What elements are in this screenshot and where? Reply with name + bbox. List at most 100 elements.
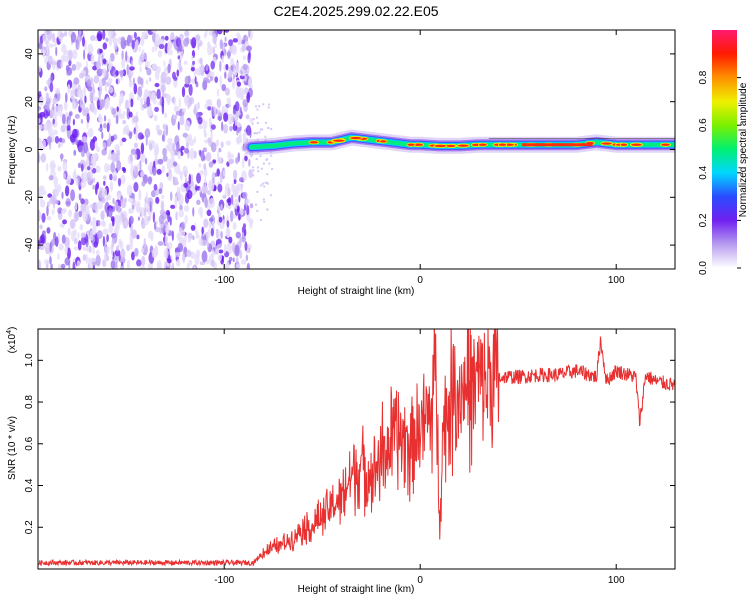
spectrogram-noise-cell <box>143 207 147 218</box>
spectrogram-noise-cell <box>176 141 180 152</box>
spectrogram-noise-dot <box>264 181 267 184</box>
spectrogram-noise-cell <box>101 220 106 226</box>
spectrogram-noise-cell <box>243 228 247 237</box>
spectrogram-noise-cell <box>70 189 76 202</box>
spectrogram-noise-cell <box>89 90 94 103</box>
spectrogram-noise-cell <box>57 253 60 260</box>
spectrogram-noise-cell <box>60 43 67 53</box>
spectrogram-noise-cell <box>54 236 59 247</box>
spectrogram-noise-cell <box>249 219 253 229</box>
spectrogram-noise-cell <box>247 78 252 87</box>
spectrogram-noise-cell <box>167 258 172 264</box>
spectrogram-noise-cell <box>126 184 133 197</box>
spectrogram-noise-cell <box>162 86 165 98</box>
spectrogram-noise-cell <box>240 207 244 216</box>
spectrogram-noise-cell <box>178 97 181 110</box>
spectrogram-noise-cell <box>238 238 242 249</box>
spectrogram-noise-cell <box>236 205 240 213</box>
spectrogram-panel: -100 0 100 40 20 0 -20 -40 Height of straight … <box>7 29 676 297</box>
spectrogram-noise-cell <box>67 227 71 236</box>
spectrogram-noise-cell <box>128 111 133 118</box>
spectrogram-noise-cell <box>199 64 205 76</box>
spectrogram-noise-cell <box>179 116 185 126</box>
spectrogram-x-tick-label: 0 <box>417 275 423 286</box>
spectrogram-noise-cell <box>186 249 192 258</box>
spectrogram-noise-dot <box>255 105 258 108</box>
spectrogram-noise-cell <box>154 69 160 81</box>
spectrogram-noise-cell <box>176 259 181 267</box>
spectrogram-noise-cell <box>166 158 172 171</box>
spectrogram-peak <box>379 139 388 144</box>
spectrogram-noise-cell <box>70 32 77 43</box>
spectrogram-noise-dot <box>259 219 262 222</box>
spectrogram-noise-cell <box>95 60 102 70</box>
spectrogram-noise-cell <box>202 119 206 127</box>
spectrogram-noise-cell <box>133 127 137 135</box>
spectrogram-noise-cell <box>89 103 92 112</box>
spectrogram-noise-cell <box>117 36 122 45</box>
spectrogram-noise-dot <box>270 154 273 157</box>
spectrogram-noise-cell <box>180 145 185 151</box>
spectrogram-noise-cell <box>235 157 239 165</box>
spectrogram-noise-cell <box>196 172 202 184</box>
spectrogram-peak <box>308 140 320 145</box>
spectrogram-noise-cell <box>225 63 229 71</box>
spectrogram-noise-cell <box>92 177 96 184</box>
spectrogram-noise-cell <box>147 262 152 269</box>
spectrogram-noise-cell <box>212 33 218 45</box>
spectrogram-noise-cell <box>53 176 59 188</box>
spectrogram-noise-cell <box>212 159 217 164</box>
spectrogram-noise-cell <box>99 220 103 226</box>
spectrogram-noise-cell <box>188 83 193 96</box>
spectrogram-noise-cell <box>145 191 148 203</box>
spectrogram-noise-dot <box>265 181 268 184</box>
spectrogram-noise-cell <box>165 144 171 152</box>
spectrogram-noise-cell <box>246 204 250 216</box>
spectrogram-noise-cell <box>96 146 100 153</box>
spectrogram-noise-cell <box>177 55 181 60</box>
spectrogram-noise-cell <box>164 112 168 119</box>
spectrogram-noise-cell <box>203 131 208 139</box>
spectrogram-noise-cell <box>217 115 223 121</box>
spectrogram-noise-cell <box>227 187 231 197</box>
spectrogram-noise-cell <box>221 55 225 63</box>
spectrogram-noise-cell <box>140 77 144 86</box>
spectrogram-noise-cell <box>226 97 230 104</box>
spectrogram-noise-cell <box>153 183 158 191</box>
spectrogram-noise-cell <box>223 124 229 134</box>
spectrogram-noise-cell <box>44 101 50 111</box>
colorbar-tick-label: 0.0 <box>698 261 709 275</box>
spectrogram-noise-cell <box>124 197 128 203</box>
spectrogram-noise-cell <box>183 182 188 188</box>
spectrogram-noise-cell <box>242 223 247 230</box>
spectrogram-noise-cell <box>113 37 116 50</box>
spectrogram-noise-cell <box>139 265 146 269</box>
spectrogram-noise-cell <box>183 37 189 47</box>
spectrogram-noise-cell <box>91 216 97 228</box>
spectrogram-noise-cell <box>102 42 108 50</box>
spectrogram-noise-cell <box>119 113 125 120</box>
spectrogram-noise-cell <box>115 223 120 231</box>
spectrogram-noise-cell <box>116 106 119 112</box>
spectrogram-noise-cell <box>194 254 200 266</box>
spectrogram-noise-dot <box>262 162 265 165</box>
spectrogram-noise-cell <box>68 59 72 67</box>
spectrogram-noise-cell <box>92 65 98 71</box>
spectrogram-noise-cell <box>191 37 197 49</box>
spectrogram-noise-cell <box>180 221 186 230</box>
spectrogram-noise-cell <box>234 101 240 112</box>
spectrogram-noise-cell <box>165 209 171 216</box>
spectrogram-noise-cell <box>188 259 193 266</box>
spectrogram-noise-cell <box>173 180 179 186</box>
spectrogram-noise-cell <box>206 209 212 217</box>
spectrogram-noise-cell <box>208 161 214 168</box>
spectrogram-noise-cell <box>52 97 58 104</box>
spectrogram-noise-cell <box>201 226 204 235</box>
spectrogram-noise-cell <box>104 245 110 256</box>
spectrogram-noise-cell <box>244 75 248 83</box>
snr-y-tick-label: 0.4 <box>24 478 35 492</box>
spectrogram-noise-cell <box>206 241 210 248</box>
spectrogram-noise-cell <box>88 152 92 164</box>
spectrogram-noise-cell <box>136 234 140 240</box>
spectrogram-noise-cell <box>243 55 246 61</box>
